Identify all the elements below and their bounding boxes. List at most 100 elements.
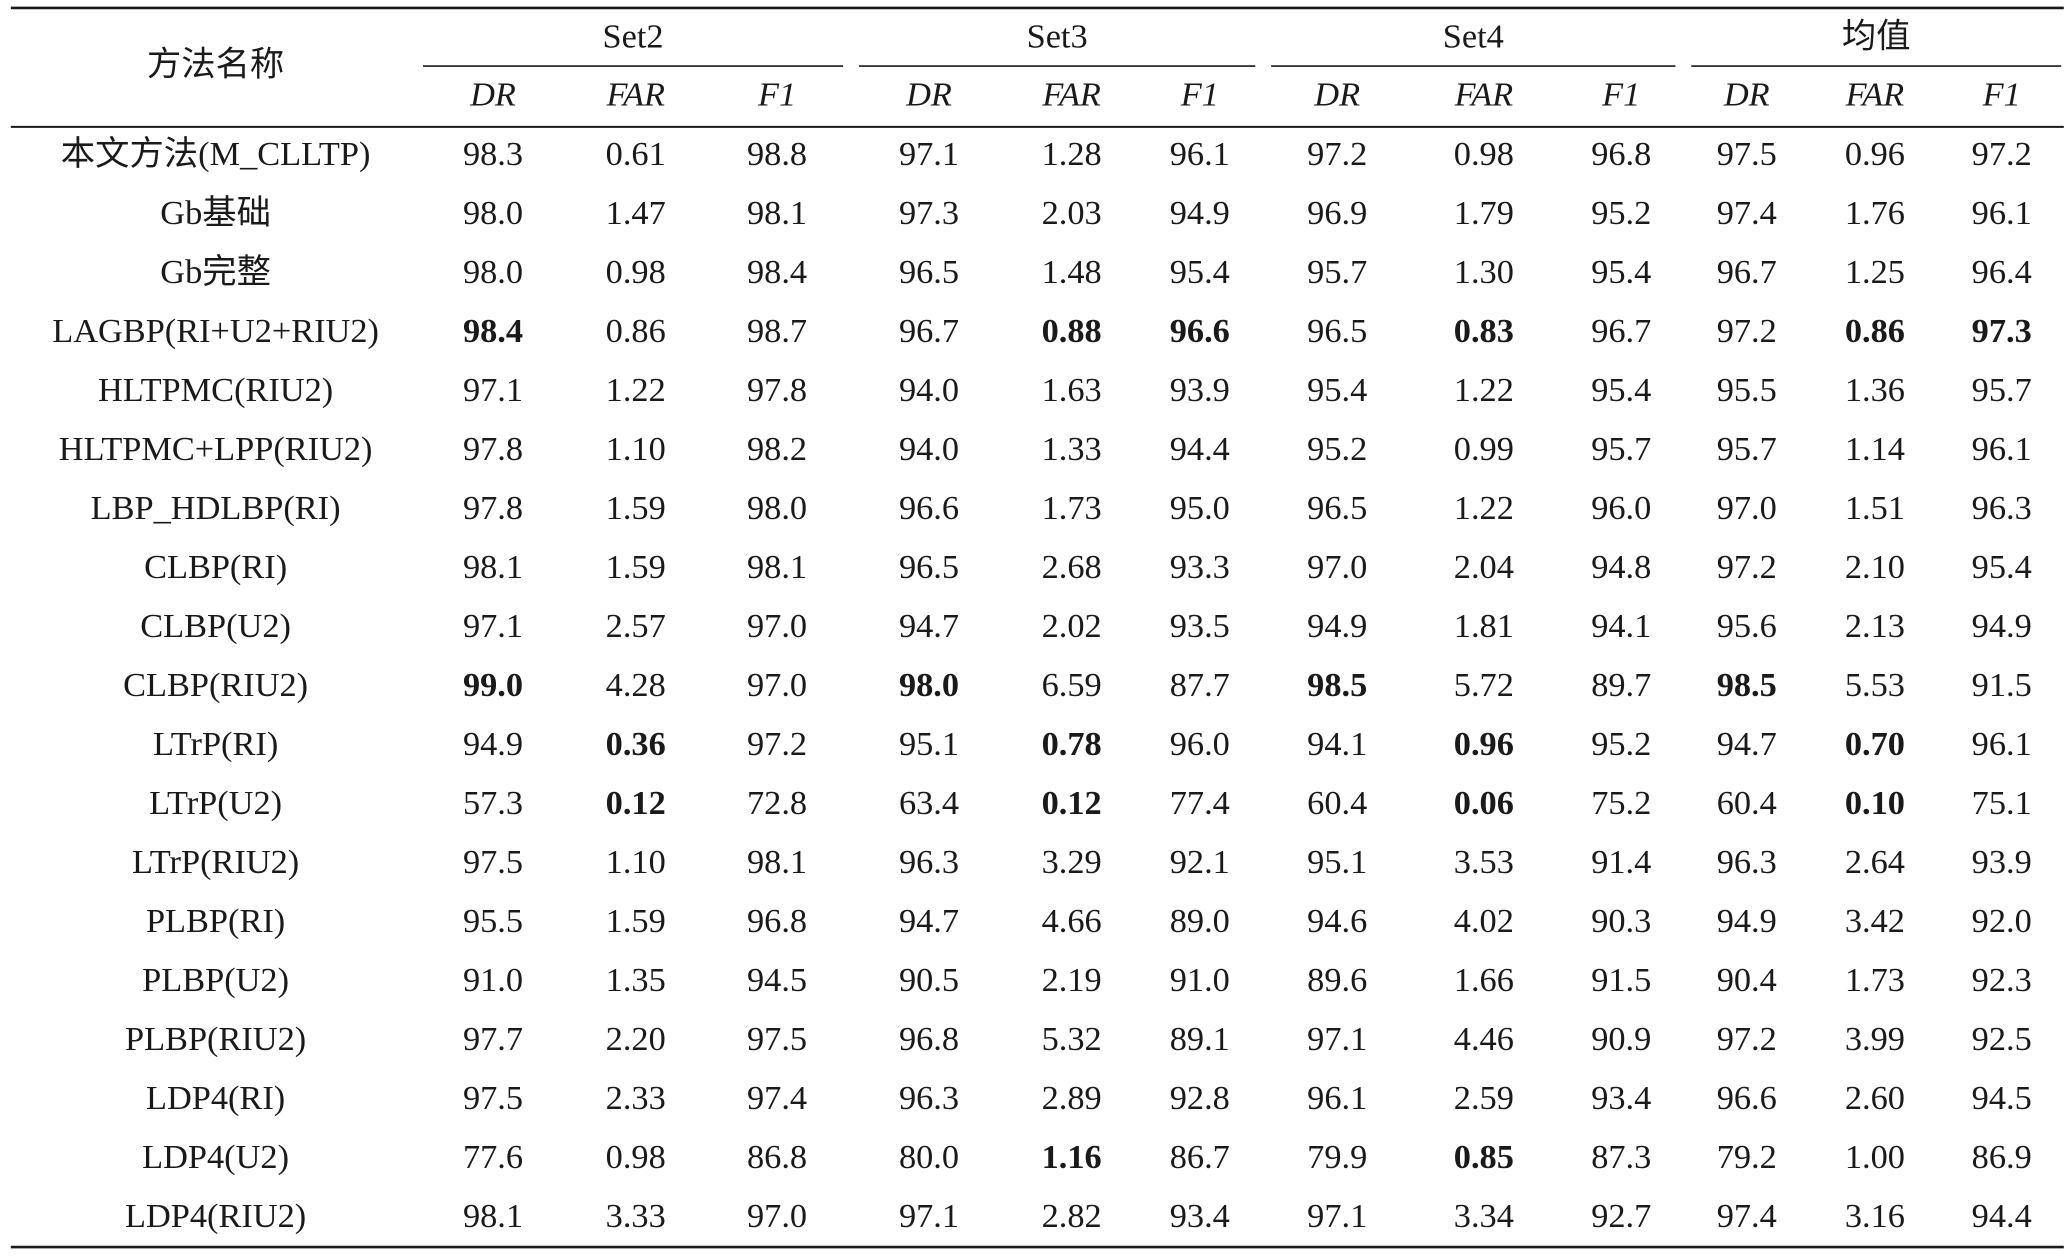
column-header: F1 xyxy=(1982,76,2021,114)
cell-value: 0.96 xyxy=(1845,135,1905,173)
cell-value: 97.1 xyxy=(463,371,523,409)
method-name: LDP4(U2) xyxy=(142,1138,289,1176)
cell-value: 95.5 xyxy=(1717,371,1777,409)
cell-value: 79.9 xyxy=(1307,1138,1367,1176)
cell-value: 0.12 xyxy=(606,784,666,822)
group-header: Set2 xyxy=(603,18,664,56)
cell-value: 72.8 xyxy=(747,784,807,822)
cell-value: 97.5 xyxy=(463,1079,523,1117)
cell-value: 96.6 xyxy=(1717,1079,1777,1117)
group-header: Set4 xyxy=(1443,18,1504,56)
cell-value: 91.5 xyxy=(1591,961,1651,999)
cell-value: 1.10 xyxy=(606,430,666,468)
group-header: 均值 xyxy=(1842,18,1911,56)
column-header: DR xyxy=(469,76,516,114)
cell-value: 93.3 xyxy=(1170,548,1230,586)
cell-value: 96.4 xyxy=(1972,253,2032,291)
cell-value: 96.1 xyxy=(1170,135,1230,173)
cell-value: 95.1 xyxy=(899,725,959,763)
cell-value: 96.3 xyxy=(899,1079,959,1117)
cell-value: 89.1 xyxy=(1170,1020,1230,1058)
cell-value: 75.1 xyxy=(1972,784,2032,822)
cell-value: 87.3 xyxy=(1591,1138,1651,1176)
cell-value: 96.8 xyxy=(1591,135,1651,173)
column-header: FAR xyxy=(1845,76,1905,114)
cell-value: 5.53 xyxy=(1845,666,1905,704)
cell-value: 92.3 xyxy=(1972,961,2032,999)
cell-value: 96.5 xyxy=(899,548,959,586)
method-name: HLTPMC(RIU2) xyxy=(98,371,333,409)
cell-value: 91.0 xyxy=(463,961,523,999)
cell-value: 97.5 xyxy=(463,843,523,881)
cell-value: 95.4 xyxy=(1591,253,1651,291)
cell-value: 97.2 xyxy=(1717,312,1777,350)
cell-value: 3.53 xyxy=(1454,843,1514,881)
cell-value: 57.3 xyxy=(463,784,523,822)
cell-value: 94.9 xyxy=(463,725,523,763)
cell-value: 4.28 xyxy=(606,666,666,704)
cell-value: 97.0 xyxy=(1717,489,1777,527)
cell-value: 98.8 xyxy=(747,135,807,173)
cell-value: 97.2 xyxy=(1717,1020,1777,1058)
cell-value: 96.0 xyxy=(1591,489,1651,527)
cell-value: 87.7 xyxy=(1170,666,1230,704)
cell-value: 91.4 xyxy=(1591,843,1651,881)
cell-value: 0.98 xyxy=(606,253,666,291)
cell-value: 75.2 xyxy=(1591,784,1651,822)
method-name: LAGBP(RI+U2+RIU2) xyxy=(52,312,379,350)
cell-value: 93.9 xyxy=(1170,371,1230,409)
cell-value: 97.3 xyxy=(899,194,959,232)
cell-value: 98.1 xyxy=(747,548,807,586)
cell-value: 94.4 xyxy=(1170,430,1230,468)
cell-value: 1.63 xyxy=(1042,371,1102,409)
cell-value: 1.79 xyxy=(1454,194,1514,232)
cell-value: 97.3 xyxy=(1972,312,2032,350)
cell-value: 96.8 xyxy=(747,902,807,940)
method-name: LDP4(RI) xyxy=(146,1079,285,1117)
cell-value: 1.73 xyxy=(1042,489,1102,527)
cell-value: 2.64 xyxy=(1845,843,1905,881)
cell-value: 94.9 xyxy=(1972,607,2032,645)
cell-value: 92.8 xyxy=(1170,1079,1230,1117)
cell-value: 97.1 xyxy=(463,607,523,645)
cell-value: 0.88 xyxy=(1042,312,1102,350)
cell-value: 96.1 xyxy=(1307,1079,1367,1117)
cell-value: 2.89 xyxy=(1042,1079,1102,1117)
cell-value: 3.34 xyxy=(1454,1197,1514,1235)
method-name: LTrP(U2) xyxy=(149,784,282,822)
cell-value: 95.6 xyxy=(1717,607,1777,645)
cell-value: 96.5 xyxy=(899,253,959,291)
cell-value: 0.10 xyxy=(1845,784,1905,822)
cell-value: 97.1 xyxy=(899,1197,959,1235)
cell-value: 99.0 xyxy=(463,666,523,704)
cell-value: 0.96 xyxy=(1454,725,1514,763)
cell-value: 94.1 xyxy=(1307,725,1367,763)
cell-value: 95.7 xyxy=(1307,253,1367,291)
method-name: LDP4(RIU2) xyxy=(125,1197,306,1235)
cell-value: 0.86 xyxy=(1845,312,1905,350)
cell-value: 1.25 xyxy=(1845,253,1905,291)
cell-value: 0.70 xyxy=(1845,725,1905,763)
cell-value: 96.1 xyxy=(1972,430,2032,468)
cell-value: 1.14 xyxy=(1845,430,1905,468)
cell-value: 97.2 xyxy=(1307,135,1367,173)
column-header: DR xyxy=(905,76,952,114)
cell-value: 97.1 xyxy=(899,135,959,173)
cell-value: 96.6 xyxy=(1170,312,1230,350)
cell-value: 96.5 xyxy=(1307,489,1367,527)
method-name: 本文方法(M_CLLTP) xyxy=(61,135,371,173)
cell-value: 1.47 xyxy=(606,194,666,232)
cell-value: 95.7 xyxy=(1972,371,2032,409)
cell-value: 93.9 xyxy=(1972,843,2032,881)
cell-value: 0.99 xyxy=(1454,430,1514,468)
cell-value: 96.1 xyxy=(1972,194,2032,232)
cell-value: 1.22 xyxy=(606,371,666,409)
cell-value: 2.68 xyxy=(1042,548,1102,586)
cell-value: 1.30 xyxy=(1454,253,1514,291)
cell-value: 1.48 xyxy=(1042,253,1102,291)
method-name: CLBP(RIU2) xyxy=(123,666,308,704)
cell-value: 98.1 xyxy=(463,548,523,586)
cell-value: 98.4 xyxy=(747,253,807,291)
cell-value: 2.57 xyxy=(606,607,666,645)
